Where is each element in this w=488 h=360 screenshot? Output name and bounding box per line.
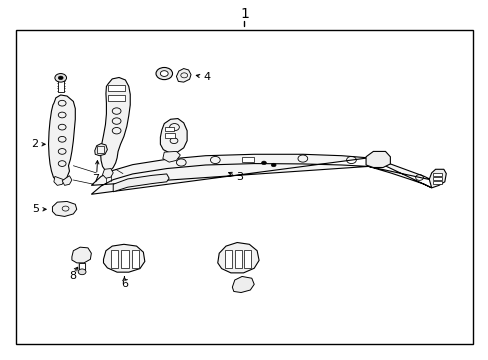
Polygon shape	[52, 202, 77, 216]
Bar	[432, 181, 441, 184]
Circle shape	[78, 269, 86, 275]
Bar	[234, 249, 241, 267]
Text: 8: 8	[69, 271, 76, 282]
Bar	[244, 249, 251, 267]
Polygon shape	[101, 77, 130, 171]
Bar	[108, 95, 125, 102]
Polygon shape	[72, 247, 91, 263]
Bar	[58, 79, 63, 93]
Text: 4: 4	[203, 72, 210, 82]
Polygon shape	[102, 168, 113, 178]
Polygon shape	[95, 144, 107, 156]
Polygon shape	[160, 118, 187, 153]
Bar	[432, 173, 441, 176]
Text: 7: 7	[92, 174, 99, 184]
Polygon shape	[176, 68, 191, 82]
Text: 3: 3	[236, 172, 243, 182]
Bar	[432, 177, 441, 180]
Polygon shape	[368, 158, 431, 188]
Bar	[121, 250, 128, 267]
Text: 6: 6	[121, 279, 128, 289]
Bar	[108, 85, 125, 91]
Bar	[164, 133, 175, 138]
Polygon shape	[48, 95, 75, 182]
Polygon shape	[54, 176, 64, 185]
Text: 2: 2	[31, 139, 38, 149]
Bar	[131, 250, 139, 267]
Polygon shape	[366, 152, 389, 167]
Polygon shape	[428, 169, 446, 188]
Circle shape	[55, 73, 66, 82]
Bar	[111, 250, 118, 267]
Bar	[242, 157, 254, 162]
Polygon shape	[113, 174, 169, 192]
Polygon shape	[62, 176, 72, 185]
Bar	[97, 147, 104, 153]
Circle shape	[58, 76, 63, 80]
Circle shape	[156, 67, 172, 80]
Polygon shape	[163, 152, 180, 162]
Bar	[79, 263, 85, 270]
Text: 5: 5	[32, 204, 39, 214]
Text: 1: 1	[240, 7, 248, 21]
Bar	[16, 30, 472, 344]
Polygon shape	[91, 154, 368, 194]
Circle shape	[160, 71, 168, 76]
Circle shape	[261, 161, 266, 165]
Bar	[224, 249, 231, 267]
Bar	[164, 127, 173, 131]
Polygon shape	[103, 244, 144, 272]
Polygon shape	[232, 276, 254, 293]
Circle shape	[271, 163, 276, 167]
Polygon shape	[217, 243, 259, 273]
